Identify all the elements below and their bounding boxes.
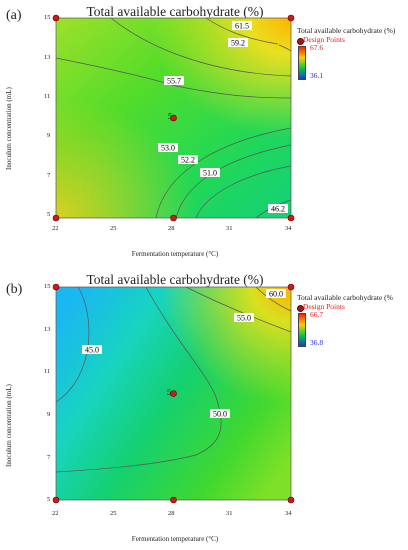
panel-a-legend-title: Total available carbohydrate (%) [297, 26, 396, 35]
design-point [52, 283, 60, 291]
panel-a-contour-line [55, 57, 292, 99]
panel-b-y-axis-label: Inoculum concentration (mL) [5, 384, 13, 467]
panel-b-legend-design-point-marker [297, 305, 304, 312]
panel-b-contour-label: 50.0 [210, 409, 230, 419]
panel-b-x-axis-label: Fermentation temperature (°C) [131, 535, 219, 543]
svg-text:61.5: 61.5 [235, 22, 249, 31]
svg-text:50.0: 50.0 [213, 410, 227, 419]
panel-b-ytick: 15 [44, 283, 51, 290]
panel-b-xtick: 31 [226, 510, 233, 517]
design-point [52, 496, 60, 504]
panel-a-contour-label: 46.2 [268, 204, 288, 214]
panel-b-legend-min: 36.8 [310, 338, 324, 347]
panel-a-contour-line [155, 127, 292, 219]
panel-a-legend-design-points: Design Points [303, 35, 345, 44]
design-point [170, 214, 177, 222]
svg-text:59.2: 59.2 [231, 39, 245, 48]
svg-text:46.2: 46.2 [271, 205, 285, 214]
svg-text:45.0: 45.0 [85, 346, 99, 355]
svg-text:53.0: 53.0 [161, 144, 175, 153]
panel-b-ytick: 5 [47, 496, 51, 503]
panel-a-colorbar [298, 46, 306, 80]
panel-a-ytick: 9 [47, 132, 51, 139]
panel-a-ytick: 11 [44, 93, 51, 100]
panel-b-letter: (b) [6, 282, 23, 297]
panel-a-letter: (a) [6, 8, 22, 23]
panel-a-center-point-label: 5 [168, 112, 172, 121]
panel-b-legend-max: 66.7 [310, 310, 324, 319]
panel-a-contour-line [205, 17, 279, 45]
panel-a-contour-label: 59.2 [228, 38, 248, 48]
panel-a-xtick: 34 [285, 225, 292, 232]
panel-a-contour-line [278, 44, 292, 52]
panel-a-contour-plot: 61.5 59.2 55.7 53.0 52.2 51.0 46.2 5 [52, 14, 295, 222]
design-point [287, 214, 295, 222]
panel-b-contour-plot: 60.0 55.0 45.0 50.0 5 [52, 283, 295, 504]
panel-b-xtick: 28 [168, 510, 175, 517]
panel-b: (b) Total available carbohydrate (%) Ino… [0, 272, 408, 550]
panel-a-design-points [52, 14, 295, 222]
panel-a-contour-label: 53.0 [158, 143, 178, 153]
panel-b-legend-design-points: Design Points [303, 302, 345, 311]
panel-a-title: Total available carbohydrate (%) [86, 4, 264, 19]
panel-b-contour-line [185, 286, 292, 333]
panel-b-design-points [52, 283, 295, 504]
svg-text:52.2: 52.2 [181, 156, 195, 165]
panel-b-xtick: 25 [110, 510, 117, 517]
panel-a-contour-label: 55.7 [164, 76, 184, 86]
panel-a-contour-line [110, 17, 292, 77]
panel-a-contour-label: 61.5 [232, 21, 252, 31]
panel-a-xtick: 25 [110, 225, 117, 232]
panel-a-xtick: 31 [226, 225, 233, 232]
svg-text:51.0: 51.0 [203, 169, 217, 178]
panel-a-contour-line [195, 165, 292, 219]
design-point [287, 14, 295, 22]
svg-text:55.7: 55.7 [167, 77, 181, 86]
panel-b-contour-line [55, 286, 222, 473]
panel-a-xtick: 28 [168, 225, 175, 232]
panel-a-xtick: 22 [52, 225, 59, 232]
panel-b-xtick: 34 [285, 510, 292, 517]
panel-a-contour-label: 52.2 [178, 155, 198, 165]
design-point [287, 496, 295, 504]
panel-b-contour-label: 60.0 [266, 289, 286, 299]
panel-a: (a) Total available carbohydrate (%) Ino… [5, 4, 396, 258]
panel-a-ytick: 15 [44, 14, 51, 21]
panel-b-colorbar [298, 313, 306, 347]
design-point [52, 214, 60, 222]
panel-a-ytick: 5 [47, 211, 51, 218]
panel-b-ytick: 9 [47, 411, 51, 418]
panel-b-ytick: 7 [47, 454, 51, 461]
design-point [287, 283, 295, 291]
panel-a-ytick: 7 [47, 172, 51, 179]
panel-a-y-axis-label: Inoculum concentration (mL) [5, 87, 13, 170]
design-point [170, 496, 177, 504]
panel-b-ytick: 13 [44, 326, 51, 333]
design-point [52, 14, 60, 22]
svg-text:55.0: 55.0 [237, 314, 251, 323]
panel-b-legend-title: Total available carbohydrate (% [297, 293, 393, 302]
design-point [170, 390, 177, 397]
panel-a-ytick: 13 [44, 54, 51, 61]
panel-a-contour-label: 51.0 [200, 168, 220, 178]
panel-a-legend-max: 67.6 [310, 43, 324, 52]
svg-text:60.0: 60.0 [269, 290, 283, 299]
panel-a-legend-min: 36.1 [310, 71, 324, 80]
panel-b-contour-label: 55.0 [234, 313, 254, 323]
panel-b-contour-label: 45.0 [82, 345, 102, 355]
panel-a-legend-design-point-marker [297, 38, 304, 45]
panel-b-ytick: 11 [44, 368, 51, 375]
design-point [170, 114, 177, 122]
panel-b-center-point-label: 5 [167, 388, 171, 397]
panel-a-x-axis-label: Fermentation temperature (°C) [131, 250, 219, 258]
panel-b-title: Total available carbohydrate (%) [86, 272, 264, 287]
panel-b-contour-line [255, 286, 292, 312]
panel-b-xtick: 22 [52, 510, 59, 517]
